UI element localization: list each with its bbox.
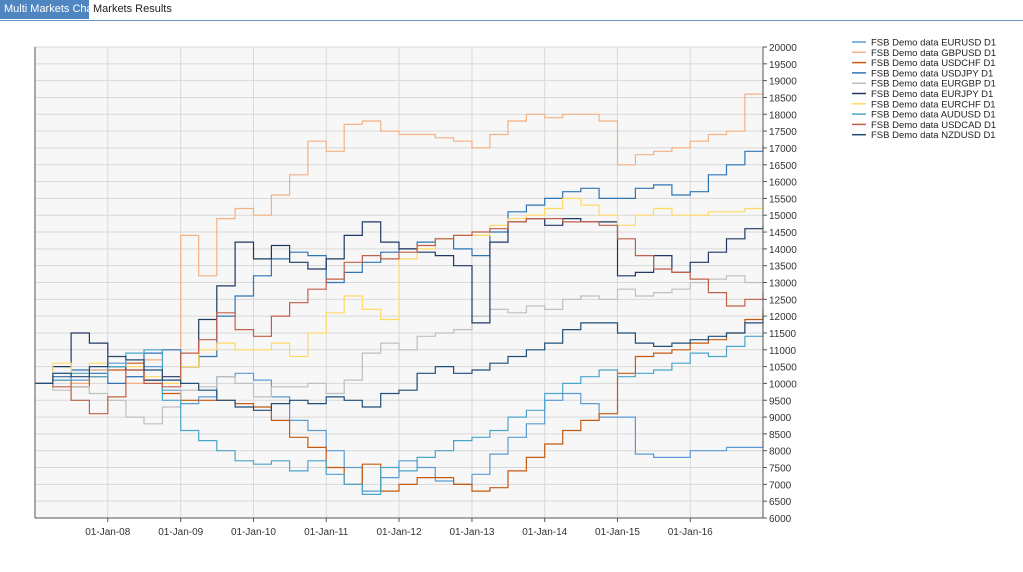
x-tick-label: 01-Jan-11 [304,527,349,538]
x-tick-label: 01-Jan-08 [85,527,130,538]
y-tick-label: 10500 [769,363,797,374]
legend-entry: FSB Demo data EURJPY D1 [871,89,993,100]
y-tick-label: 18000 [769,110,797,121]
y-tick-label: 13000 [769,279,797,290]
x-tick-label: 01-Jan-12 [376,527,421,538]
chart-series-group [35,77,764,495]
y-tick-label: 7500 [769,464,792,475]
y-tick-label: 13500 [769,262,797,273]
legend-entry: FSB Demo data EURCHF D1 [871,99,996,110]
legend-entry: FSB Demo data USDCAD D1 [871,120,996,131]
series-line-8 [35,218,764,415]
chart-axes: 6000 6500 7000 7500 8000 8500 9000 9500 10000 105… [34,43,797,538]
y-tick-label: 6000 [769,514,792,525]
y-tick-label: 11000 [769,346,797,357]
legend-entry: FSB Demo data USDCHF D1 [871,58,996,69]
legend-entry: FSB Demo data USDJPY D1 [871,68,993,79]
y-tick-label: 18500 [769,93,797,104]
y-tick-label: 17500 [769,127,797,138]
tab-bar: Multi Markets Charts Markets Results [0,0,1023,21]
x-tick-label: 01-Jan-14 [522,527,567,538]
legend-entry: FSB Demo data EURGBP D1 [871,79,996,90]
y-tick-label: 8500 [769,430,792,441]
y-tick-label: 12000 [769,312,797,323]
y-tick-label: 9500 [769,396,792,407]
series-line-9 [35,312,764,411]
tab-markets-results[interactable]: Markets Results [89,0,176,19]
x-tick-label: 01-Jan-09 [158,527,203,538]
legend-entry: FSB Demo data AUDUSD D1 [871,110,996,121]
y-tick-label: 15500 [769,194,797,205]
y-tick-label: 10000 [769,379,797,390]
x-tick-label: 01-Jan-16 [668,527,713,538]
y-tick-label: 14500 [769,228,797,239]
y-tick-label: 11500 [769,329,797,340]
y-tick-label: 20000 [769,43,797,54]
x-tick-label: 01-Jan-13 [449,527,494,538]
legend-entry: FSB Demo data GBPUSD D1 [871,48,996,59]
x-tick-label: 01-Jan-15 [595,527,640,538]
multi-markets-chart: 6000 6500 7000 7500 8000 8500 9000 9500 10000 105… [34,38,996,538]
y-tick-label: 14000 [769,245,797,256]
y-tick-label: 12500 [769,295,797,306]
y-tick-label: 19000 [769,77,797,88]
y-tick-label: 15000 [769,211,797,222]
y-tick-label: 16000 [769,178,797,189]
y-tick-label: 9000 [769,413,792,424]
y-tick-label: 17000 [769,144,797,155]
series-line-6 [35,197,764,384]
series-line-7 [35,316,764,495]
series-line-4 [35,275,763,425]
y-tick-label: 7000 [769,480,792,491]
x-tick-label: 01-Jan-10 [231,527,276,538]
legend-entry: FSB Demo data NZDUSD D1 [871,130,996,141]
tab-multi-markets-charts[interactable]: Multi Markets Charts [0,0,109,19]
legend-entry: FSB Demo data EURUSD D1 [871,38,996,49]
y-tick-label: 16500 [769,161,797,172]
y-tick-label: 19500 [769,60,797,71]
y-tick-label: 6500 [769,497,792,508]
y-tick-label: 8000 [769,447,792,458]
